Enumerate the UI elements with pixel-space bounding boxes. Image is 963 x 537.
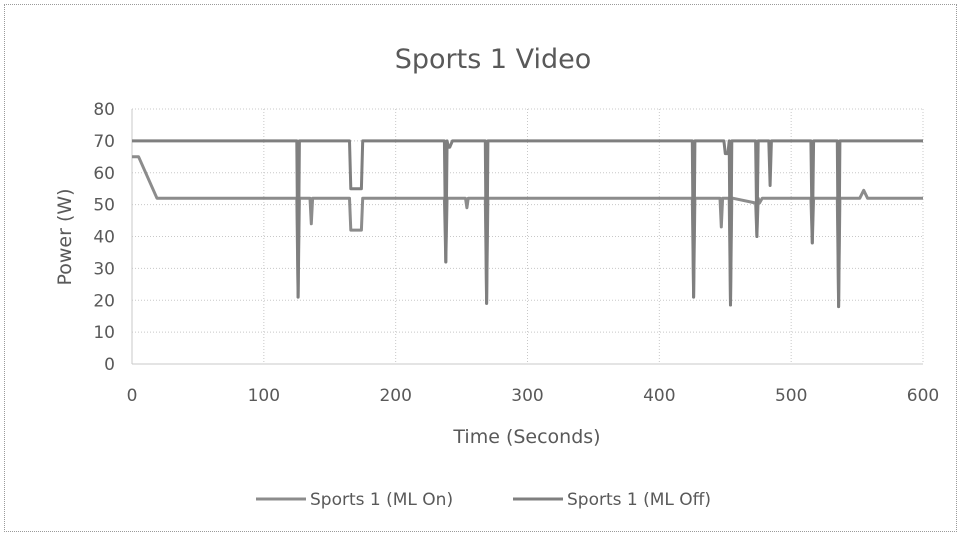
y-tick-label: 40 xyxy=(93,228,115,248)
y-tick-label: 50 xyxy=(93,196,115,216)
y-tick-label: 20 xyxy=(93,291,115,311)
legend: Sports 1 (ML On) Sports 1 (ML Off) xyxy=(256,490,711,510)
x-axis-label: Time (Seconds) xyxy=(452,426,600,448)
y-tick-label: 0 xyxy=(104,355,115,375)
y-tick-label: 30 xyxy=(93,259,115,279)
series-line-1 xyxy=(132,155,923,309)
y-tick-label: 60 xyxy=(93,164,115,184)
x-tick-label: 500 xyxy=(775,386,807,406)
y-tick-label: 80 xyxy=(93,100,115,120)
y-tick-label: 70 xyxy=(93,132,115,152)
x-tick-label: 100 xyxy=(248,386,280,406)
y-axis-label: Power (W) xyxy=(54,188,76,285)
x-tick-label: 200 xyxy=(379,386,411,406)
x-tick-label: 0 xyxy=(127,386,138,406)
y-tick-label: 10 xyxy=(93,323,115,343)
x-tick-label: 600 xyxy=(907,386,939,406)
plot-area: 0 10 20 30 40 50 60 70 80 0 100 200 300 400 500 600 xyxy=(93,100,939,406)
legend-label-1: Sports 1 (ML On) xyxy=(310,490,453,510)
x-tick-label: 400 xyxy=(643,386,675,406)
chart-svg: Sports 1 Video 0 10 20 30 40 50 60 70 80 0 100 200 3… xyxy=(54,44,939,510)
series-line-2 xyxy=(132,139,923,309)
chart-title: Sports 1 Video xyxy=(395,44,592,75)
chart-frame: Sports 1 Video 0 10 20 30 40 50 60 70 80 0 100 200 3… xyxy=(4,4,957,532)
x-tick-label: 300 xyxy=(511,386,543,406)
legend-label-2: Sports 1 (ML Off) xyxy=(567,490,711,510)
